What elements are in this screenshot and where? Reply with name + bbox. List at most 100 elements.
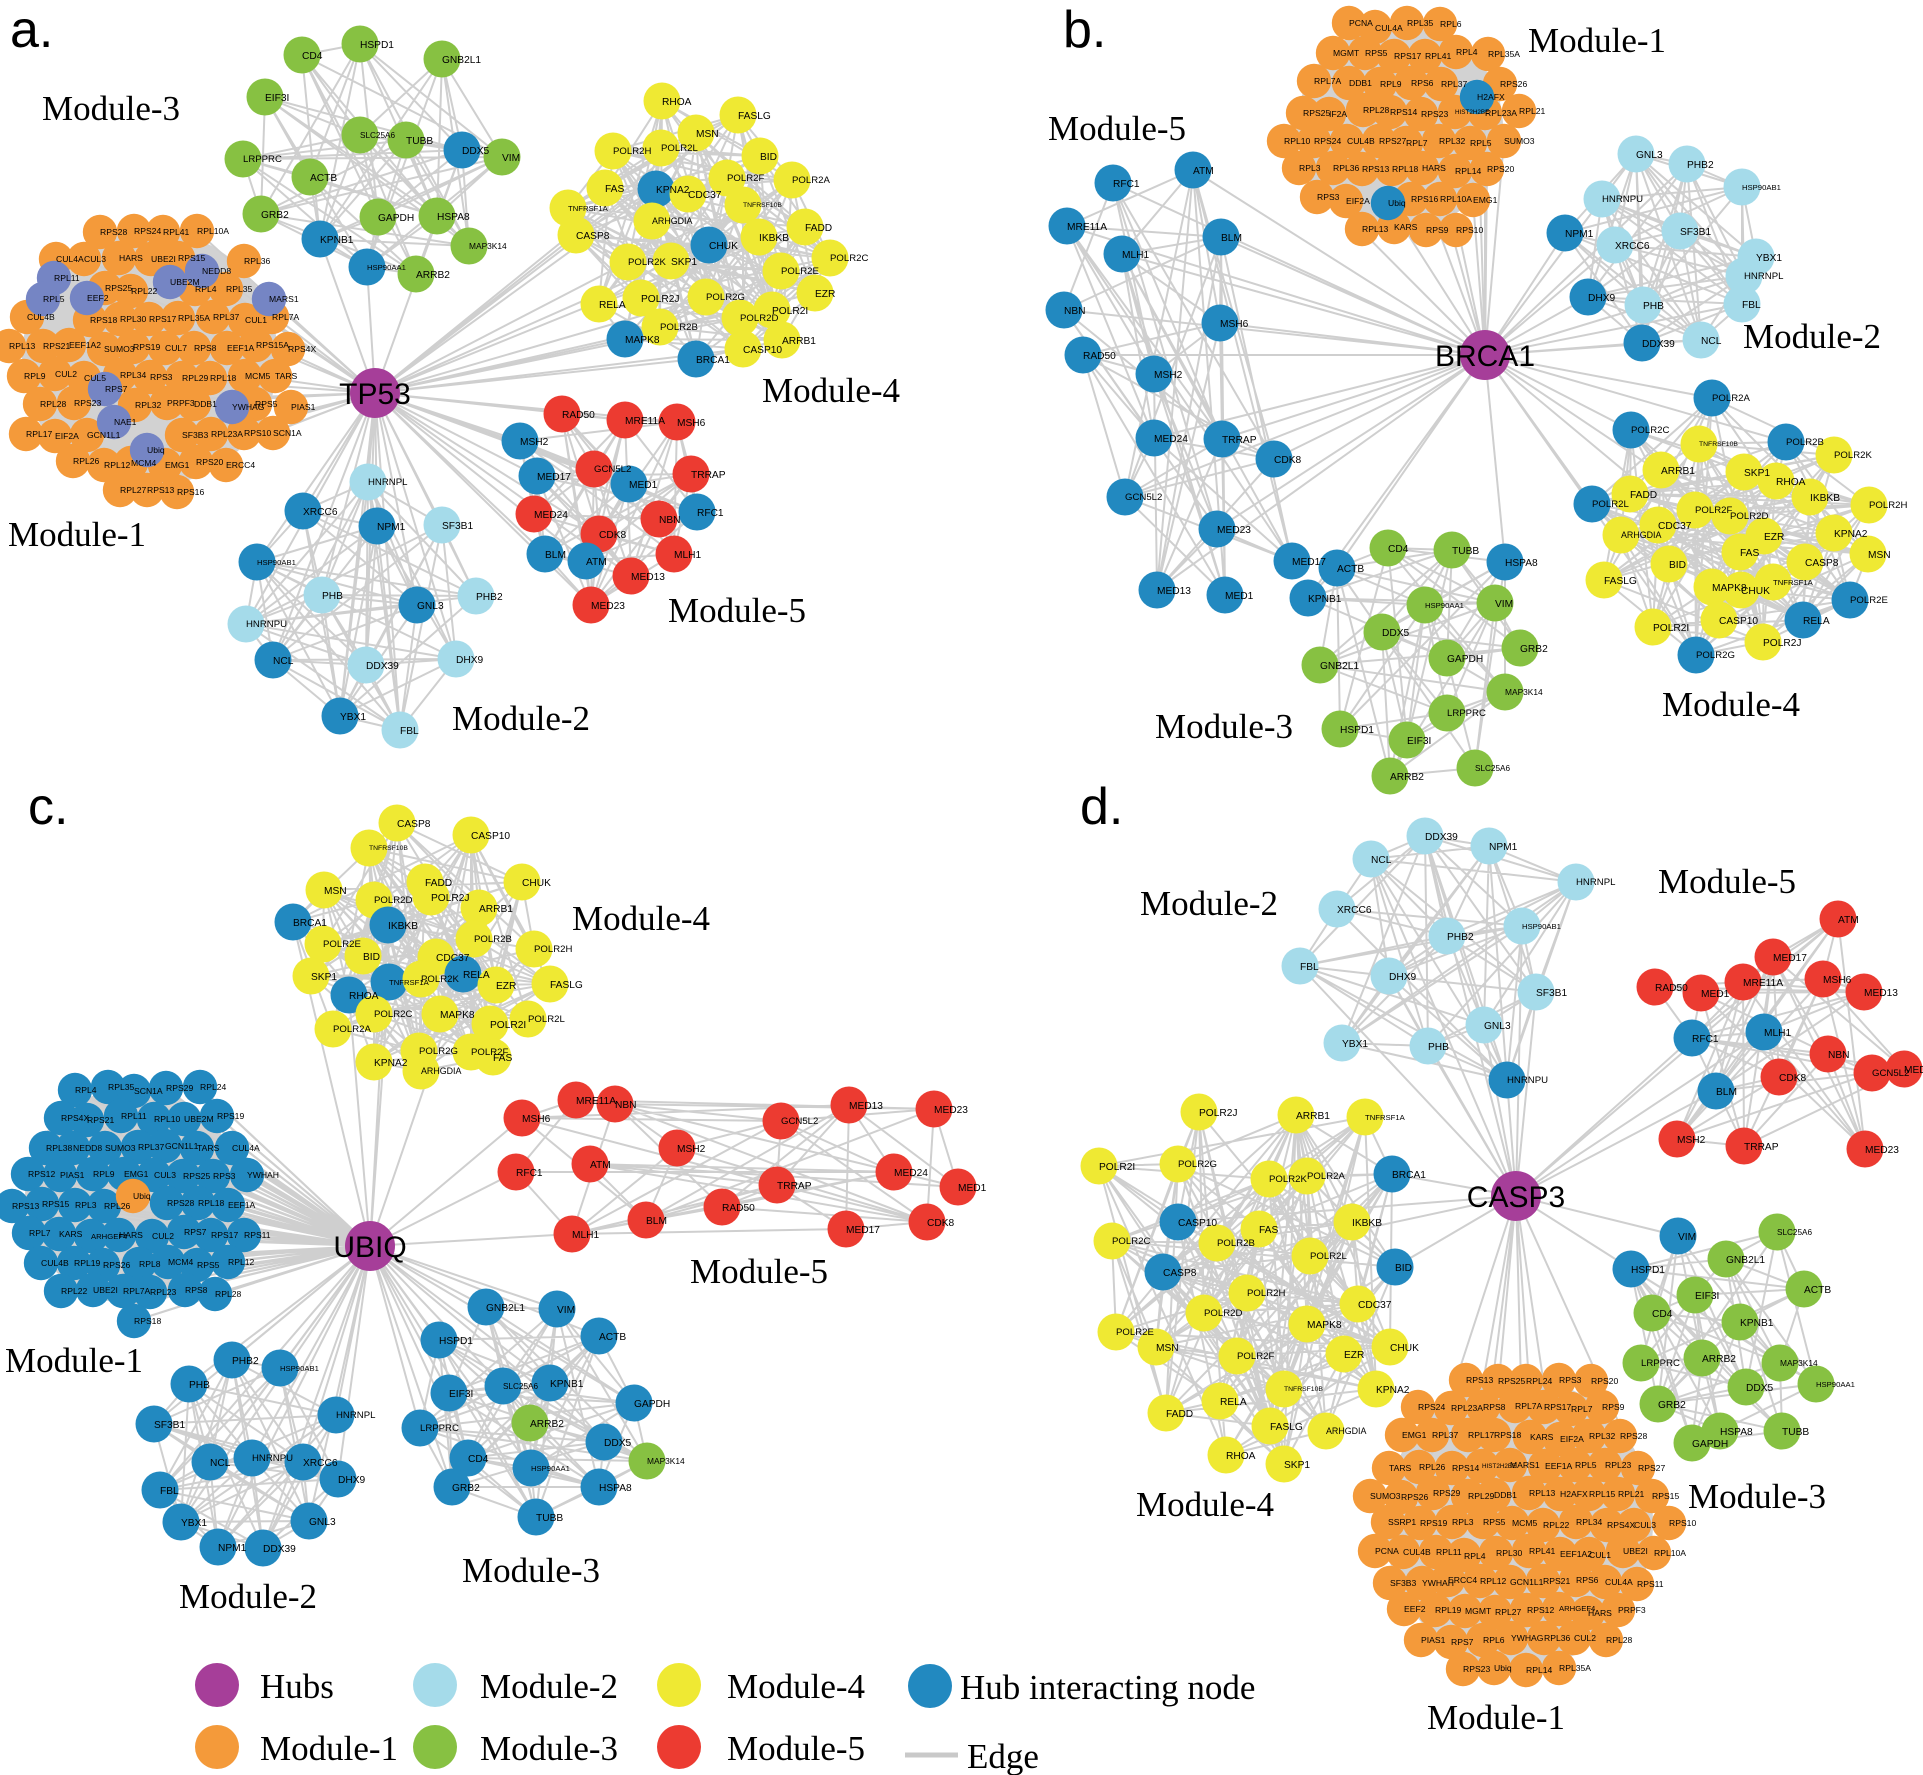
- svg-text:HSP90AA1: HSP90AA1: [367, 263, 406, 272]
- svg-text:RPS19: RPS19: [133, 342, 160, 352]
- svg-text:MED17: MED17: [846, 1225, 880, 1236]
- svg-text:POLR2D: POLR2D: [1204, 1308, 1242, 1319]
- svg-text:RPL19: RPL19: [74, 1258, 100, 1268]
- svg-text:TNFRSF1A: TNFRSF1A: [1773, 578, 1814, 587]
- svg-text:ERCC4: ERCC4: [1448, 1575, 1477, 1585]
- svg-text:RPS26: RPS26: [1401, 1492, 1428, 1502]
- svg-text:ARRB2: ARRB2: [416, 270, 450, 281]
- svg-text:FASLG: FASLG: [1270, 1422, 1303, 1433]
- svg-text:Module-3: Module-3: [480, 1729, 618, 1768]
- svg-text:DDX5: DDX5: [1746, 1383, 1774, 1394]
- svg-text:RPL34: RPL34: [120, 370, 146, 380]
- svg-text:GAPDH: GAPDH: [1692, 1439, 1728, 1450]
- svg-text:RPL7: RPL7: [1571, 1404, 1593, 1414]
- svg-text:XRCC6: XRCC6: [303, 1458, 338, 1469]
- svg-text:SKP1: SKP1: [1284, 1460, 1310, 1471]
- svg-text:PHB: PHB: [322, 591, 343, 602]
- svg-text:RPS13: RPS13: [147, 485, 174, 495]
- svg-text:TRRAP: TRRAP: [1222, 435, 1257, 446]
- svg-text:Module-1: Module-1: [5, 1341, 143, 1380]
- svg-text:GCN1L1: GCN1L1: [1510, 1577, 1544, 1587]
- svg-text:HNRNPL: HNRNPL: [368, 477, 408, 488]
- svg-text:CUL4B: CUL4B: [41, 1258, 69, 1268]
- svg-text:VIM: VIM: [502, 153, 520, 164]
- svg-text:RPL41: RPL41: [1425, 51, 1451, 61]
- svg-text:UBE2I: UBE2I: [93, 1285, 118, 1295]
- svg-text:RPL11: RPL11: [121, 1111, 147, 1121]
- svg-text:EIF3I: EIF3I: [265, 93, 289, 104]
- svg-text:EZR: EZR: [815, 289, 835, 300]
- svg-text:EIF3I: EIF3I: [1695, 1291, 1719, 1302]
- svg-text:GRB2: GRB2: [261, 210, 289, 221]
- svg-text:RPL10A: RPL10A: [1440, 194, 1472, 204]
- svg-text:FBL: FBL: [1300, 962, 1319, 973]
- svg-text:POLR2A: POLR2A: [1307, 1171, 1345, 1182]
- svg-text:CDK8: CDK8: [927, 1218, 955, 1229]
- svg-text:RPL5: RPL5: [1470, 138, 1492, 148]
- svg-text:MED24: MED24: [1904, 1065, 1923, 1076]
- svg-text:GNL3: GNL3: [1636, 150, 1663, 161]
- svg-text:PRPF3: PRPF3: [1618, 1605, 1646, 1615]
- svg-text:RPL32: RPL32: [1439, 136, 1465, 146]
- svg-text:RPS18: RPS18: [134, 1316, 161, 1326]
- svg-text:HSP90AB1: HSP90AB1: [1522, 922, 1561, 931]
- svg-text:RPL29: RPL29: [182, 373, 208, 383]
- svg-text:POLR2H: POLR2H: [1869, 500, 1907, 511]
- svg-text:MRE11A: MRE11A: [1743, 978, 1783, 989]
- svg-text:BRCA1: BRCA1: [293, 918, 327, 929]
- svg-text:TNFRSF10B: TNFRSF10B: [1699, 441, 1738, 448]
- svg-text:UBE2M: UBE2M: [170, 277, 200, 287]
- svg-text:RELA: RELA: [463, 970, 490, 981]
- svg-text:PHB2: PHB2: [1447, 932, 1474, 943]
- svg-text:CDK8: CDK8: [1779, 1073, 1807, 1084]
- svg-text:GRB2: GRB2: [1520, 644, 1548, 655]
- svg-text:PHB: PHB: [1643, 301, 1664, 312]
- svg-text:GCN5L2: GCN5L2: [1125, 492, 1162, 503]
- svg-text:GCN5L2: GCN5L2: [1872, 1068, 1909, 1079]
- svg-text:Module-1: Module-1: [260, 1729, 398, 1768]
- svg-text:POLR2H: POLR2H: [534, 944, 572, 955]
- svg-text:EZR: EZR: [496, 981, 516, 992]
- svg-text:MRE11A: MRE11A: [625, 416, 665, 427]
- svg-text:HNRNPU: HNRNPU: [246, 619, 287, 630]
- svg-text:EMG1: EMG1: [165, 460, 190, 470]
- svg-text:RPL28: RPL28: [40, 399, 66, 409]
- svg-text:RPS24: RPS24: [134, 226, 161, 236]
- svg-text:RPL23A: RPL23A: [211, 429, 243, 439]
- svg-text:DDX39: DDX39: [263, 1544, 296, 1555]
- svg-text:MAP3K14: MAP3K14: [469, 241, 507, 251]
- svg-text:CASP3: CASP3: [1467, 1181, 1565, 1214]
- svg-text:PCNA: PCNA: [1349, 18, 1373, 28]
- svg-text:RPL6: RPL6: [1440, 19, 1462, 29]
- svg-text:RPL3: RPL3: [75, 1200, 97, 1210]
- svg-text:RPL13: RPL13: [1529, 1488, 1555, 1498]
- svg-text:RPL35: RPL35: [226, 284, 252, 294]
- svg-text:RPS3: RPS3: [213, 1171, 236, 1181]
- svg-text:RPL7A: RPL7A: [1314, 76, 1341, 86]
- svg-text:RPL35A: RPL35A: [1559, 1663, 1591, 1673]
- svg-text:RPL17: RPL17: [26, 429, 52, 439]
- svg-text:RPS7: RPS7: [105, 384, 128, 394]
- svg-text:HSP90AA1: HSP90AA1: [1425, 601, 1464, 610]
- svg-text:CDC37: CDC37: [436, 953, 470, 964]
- svg-text:VIM: VIM: [1495, 599, 1513, 610]
- svg-text:d.: d.: [1080, 778, 1123, 836]
- svg-text:DDX5: DDX5: [604, 1438, 632, 1449]
- svg-text:RPS8: RPS8: [1483, 1402, 1506, 1412]
- svg-text:H2AFX: H2AFX: [1560, 1489, 1588, 1499]
- svg-text:RFC1: RFC1: [697, 508, 724, 519]
- svg-text:POLR2K: POLR2K: [628, 257, 666, 268]
- svg-text:HSPA8: HSPA8: [1505, 558, 1538, 569]
- svg-text:RHOA: RHOA: [349, 991, 379, 1002]
- svg-text:RPL27: RPL27: [1495, 1607, 1521, 1617]
- svg-text:HSPA8: HSPA8: [1720, 1427, 1753, 1438]
- svg-text:HIST2H2BE: HIST2H2BE: [1482, 1463, 1516, 1470]
- svg-text:RPL10A: RPL10A: [1654, 1548, 1686, 1558]
- svg-text:POLR2B: POLR2B: [474, 934, 512, 945]
- svg-text:POLR2E: POLR2E: [1850, 595, 1888, 606]
- svg-text:RPL24: RPL24: [1526, 1376, 1552, 1386]
- svg-text:FBL: FBL: [160, 1486, 179, 1497]
- svg-text:PHB2: PHB2: [476, 592, 503, 603]
- svg-text:Module-4: Module-4: [1136, 1485, 1274, 1524]
- svg-text:MRE11A: MRE11A: [576, 1096, 616, 1107]
